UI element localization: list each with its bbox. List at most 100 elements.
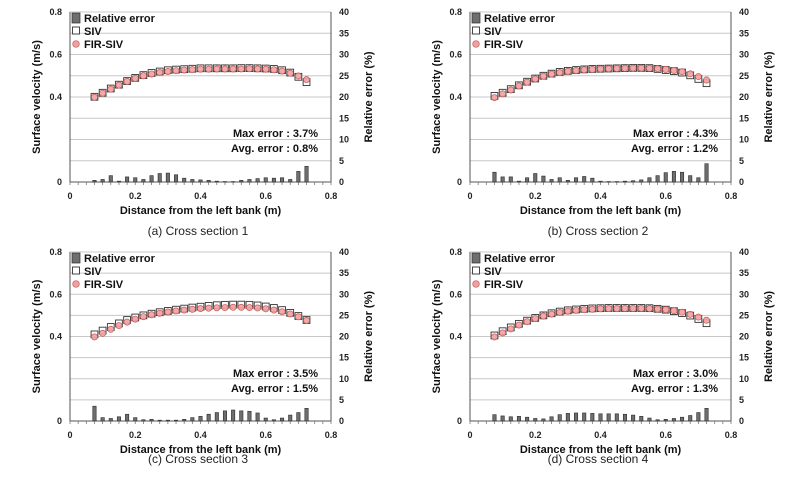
fir-siv-point [694, 73, 702, 81]
y2-tick-label: 35 [339, 28, 349, 38]
error-bar [696, 412, 701, 422]
error-bar [239, 180, 244, 183]
fir-siv-point [156, 309, 164, 317]
y-tick-label: 0 [57, 416, 62, 426]
error-bar [516, 416, 521, 422]
y2-tick-label: 0 [339, 177, 344, 187]
fir-siv-point [572, 306, 580, 314]
y-axis-title: Surface velocity (m/s) [431, 40, 443, 154]
y-tick-label: 0.4 [49, 92, 62, 102]
fir-siv-point [580, 306, 588, 314]
error-bar [255, 412, 260, 422]
y-tick-label: 0.4 [449, 332, 462, 342]
error-bar [557, 414, 562, 422]
error-bar [590, 413, 595, 422]
chart-panel-4: 0 0.2 0.4 0.6 0.800.40.60.80510152025303540D… [431, 247, 775, 466]
fir-siv-point [180, 306, 188, 314]
fir-siv-point [662, 306, 670, 314]
error-bar [190, 417, 195, 422]
fir-siv-point [539, 312, 547, 320]
fir-siv-point [523, 78, 531, 86]
error-bar [671, 418, 676, 422]
y-tick-label: 0.8 [49, 247, 62, 257]
y-tick-label: 0.6 [49, 289, 62, 299]
y2-tick-label: 25 [739, 71, 749, 81]
y2-tick-label: 25 [339, 310, 349, 320]
fir-siv-point [670, 66, 678, 74]
fir-siv-point [621, 64, 629, 72]
fir-siv-point [213, 304, 221, 312]
legend-label-siv: SIV [484, 26, 502, 38]
fir-siv-point [621, 304, 629, 312]
error-bar [133, 177, 138, 183]
legend-swatch-fir-siv [72, 280, 80, 288]
fir-siv-point [91, 93, 98, 101]
x-axis-title: Distance from the left bank (m) [120, 444, 282, 456]
fir-siv-point [686, 70, 694, 78]
fir-siv-point [245, 65, 253, 73]
fir-siv-point [205, 304, 213, 312]
fir-siv-point [164, 68, 172, 75]
legend-label-fir-siv: FIR-SIV [484, 279, 524, 291]
error-bar [206, 180, 211, 183]
fir-siv-point [629, 304, 637, 312]
error-bar [574, 412, 579, 422]
legend-label-relative-error: Relative error [84, 253, 156, 265]
fir-siv-point [564, 67, 572, 75]
x-tick-label: 0.4 [194, 191, 207, 201]
fir-siv-point [278, 67, 286, 75]
error-bar [614, 181, 619, 183]
error-bar [116, 180, 121, 183]
legend-label-fir-siv: FIR-SIV [84, 39, 124, 51]
y2-tick-label: 5 [339, 156, 344, 166]
legend-swatch-relative-error [71, 252, 81, 264]
y2-axis-title: Relative error (%) [763, 51, 775, 142]
y2-tick-label: 20 [739, 92, 749, 102]
fir-siv-point [123, 78, 131, 85]
error-bar [141, 419, 146, 422]
x-tick-label: 0 [67, 430, 72, 440]
y2-tick-label: 5 [739, 156, 744, 166]
fir-siv-point [629, 64, 637, 72]
error-bar [525, 177, 530, 183]
fir-siv-point [115, 322, 123, 329]
error-bar [149, 175, 154, 183]
fir-siv-point [237, 303, 245, 311]
fir-siv-point [107, 85, 115, 93]
x-tick-label: 0.6 [659, 191, 672, 201]
legend-swatch-relative-error [71, 12, 81, 24]
fir-siv-point [139, 72, 147, 80]
fir-siv-point [548, 310, 556, 318]
legend-swatch-siv [472, 26, 480, 35]
legend-swatch-siv [72, 26, 80, 35]
y2-tick-label: 30 [339, 50, 349, 60]
error-bar [704, 163, 709, 183]
error-bar [280, 177, 285, 183]
error-bar [655, 175, 660, 183]
y2-tick-label: 5 [339, 395, 344, 405]
y-axis-title: Surface velocity (m/s) [31, 279, 43, 393]
error-bar [631, 180, 636, 183]
error-bar [680, 171, 685, 183]
x-tick-label: 0.4 [194, 430, 207, 440]
fir-siv-point [205, 65, 213, 73]
y2-tick-label: 40 [339, 247, 349, 257]
y2-tick-label: 15 [739, 353, 749, 363]
error-bar [247, 410, 252, 422]
error-bar [525, 416, 530, 422]
fir-siv-point [254, 304, 262, 312]
fir-siv-point [507, 325, 515, 333]
x-tick-label: 0.8 [725, 430, 738, 440]
error-bar [222, 410, 227, 422]
y-axis-title: Surface velocity (m/s) [31, 40, 43, 154]
error-bar [108, 418, 113, 422]
fir-siv-point [286, 69, 294, 77]
fir-siv-point [523, 318, 531, 326]
fir-siv-point [703, 76, 710, 84]
fir-siv-point [156, 69, 164, 77]
error-bar [533, 173, 538, 183]
error-bar [296, 171, 301, 183]
fir-siv-point [507, 86, 515, 94]
fir-siv-point [164, 308, 172, 316]
